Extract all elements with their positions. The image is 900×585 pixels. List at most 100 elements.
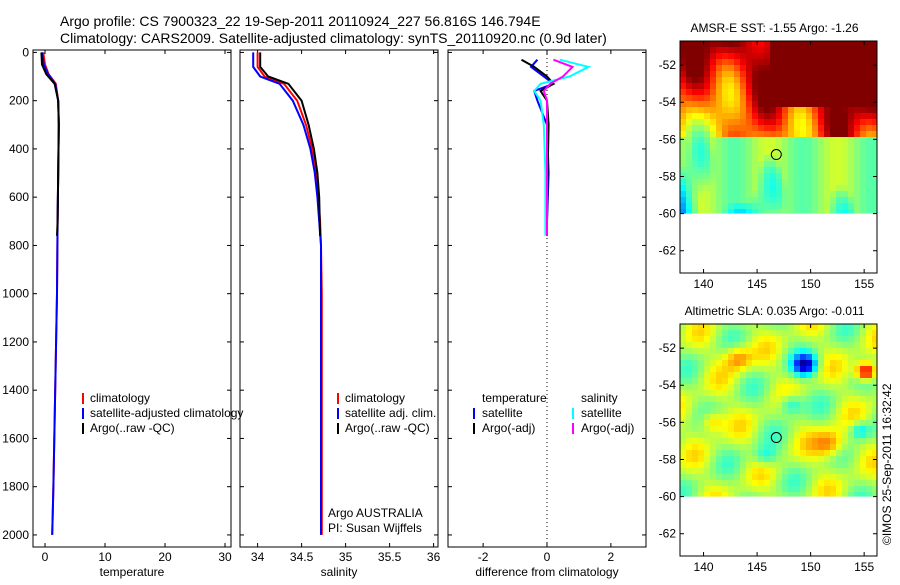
map-cell — [836, 173, 842, 179]
map-cell — [824, 336, 830, 342]
map-cell — [842, 432, 848, 438]
map-cell — [710, 101, 716, 107]
map-cell — [770, 167, 776, 173]
map-cell — [728, 450, 734, 456]
map-cell — [800, 432, 806, 438]
map-cell — [848, 396, 854, 402]
y-tick-label: 400 — [9, 142, 29, 156]
map-cell — [824, 474, 830, 480]
map-cell — [860, 83, 866, 89]
map-cell — [854, 468, 860, 474]
map-cell — [860, 432, 866, 438]
map-cell — [782, 185, 788, 191]
x-tick-label: 10 — [98, 550, 112, 564]
map-cell — [692, 41, 698, 47]
map-cell — [698, 456, 704, 462]
map-cell — [824, 161, 830, 167]
map-cell — [746, 155, 752, 161]
map-cell — [854, 161, 860, 167]
map-cell — [782, 348, 788, 354]
map-cell — [740, 396, 746, 402]
map-cell — [734, 390, 740, 396]
map-cell — [722, 65, 728, 71]
map-cell — [692, 131, 698, 137]
map-cell — [746, 414, 752, 420]
map-cell — [836, 336, 842, 342]
map-cell — [812, 71, 818, 77]
map-cell — [746, 372, 752, 378]
map-cell — [728, 324, 734, 330]
map-cell — [722, 360, 728, 366]
map-cell — [866, 366, 872, 372]
map-cell — [740, 119, 746, 125]
map-cell — [836, 167, 842, 173]
legend-label: satellite — [581, 406, 622, 420]
map-cell — [758, 77, 764, 83]
map-cell — [824, 155, 830, 161]
map-cell — [836, 47, 842, 53]
x-tick-label: 36 — [427, 550, 441, 564]
map-cell — [746, 330, 752, 336]
map-cell — [782, 384, 788, 390]
map-cell — [776, 101, 782, 107]
map-cell — [758, 474, 764, 480]
map-cell — [692, 185, 698, 191]
map-cell — [686, 456, 692, 462]
map-cell — [830, 41, 836, 47]
map-cell — [830, 83, 836, 89]
y-tick-label: 200 — [9, 94, 29, 108]
map-cell — [728, 173, 734, 179]
map-cell — [776, 89, 782, 95]
map-cell — [686, 426, 692, 432]
map-cell — [770, 420, 776, 426]
map-cell — [800, 492, 806, 497]
map-cell — [722, 492, 728, 497]
map-cell — [848, 173, 854, 179]
map-cell — [782, 209, 788, 214]
map-cell — [740, 107, 746, 113]
map-cell — [872, 179, 877, 185]
map-cell — [698, 113, 704, 119]
map-cell — [818, 83, 824, 89]
map-cell — [854, 360, 860, 366]
y-tick-label: 1400 — [2, 383, 29, 397]
map-cell — [794, 131, 800, 137]
map-cell — [836, 119, 842, 125]
map-cell — [776, 155, 782, 161]
map-cell — [692, 342, 698, 348]
map-cell — [710, 143, 716, 149]
map-cell — [794, 480, 800, 486]
map-cell — [836, 414, 842, 420]
map-cell — [824, 324, 830, 330]
map-cell — [848, 65, 854, 71]
map-cell — [872, 131, 877, 137]
map-cell — [758, 390, 764, 396]
map-cell — [800, 324, 806, 330]
map-cell — [782, 83, 788, 89]
map-cell — [806, 155, 812, 161]
map-cell — [860, 402, 866, 408]
map-cell — [836, 89, 842, 95]
map-cell — [686, 474, 692, 480]
map-cell — [734, 486, 740, 492]
map-cell — [770, 71, 776, 77]
map-cell — [716, 468, 722, 474]
map-cell — [758, 107, 764, 113]
map-cell — [788, 77, 794, 83]
map-cell — [752, 197, 758, 203]
map-cell — [728, 89, 734, 95]
map-cell — [746, 77, 752, 83]
map-cell — [740, 366, 746, 372]
map-cell — [782, 149, 788, 155]
map-cell — [740, 101, 746, 107]
map-cell — [710, 89, 716, 95]
map-cell — [872, 95, 877, 101]
map-cell — [776, 161, 782, 167]
map-cell — [848, 95, 854, 101]
map-cell — [734, 137, 740, 143]
map-cell — [830, 492, 836, 497]
map-cell — [692, 59, 698, 65]
x-tick-label: 35 — [339, 550, 353, 564]
map-cell — [800, 53, 806, 59]
y-tick-label: 1000 — [2, 287, 29, 301]
